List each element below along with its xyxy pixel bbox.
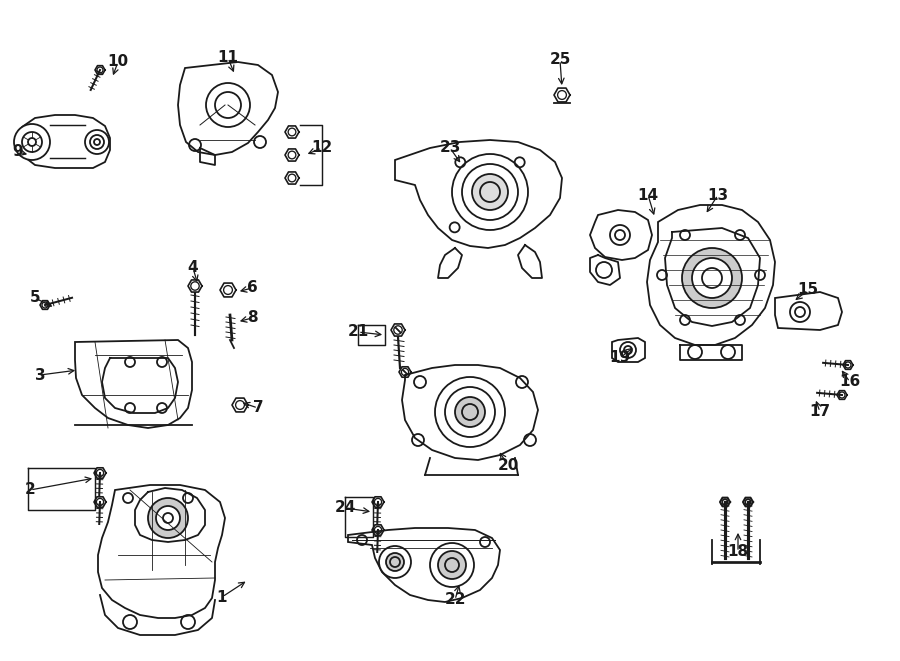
Polygon shape: [98, 485, 225, 618]
Circle shape: [438, 551, 466, 579]
Text: 22: 22: [445, 592, 466, 607]
Polygon shape: [348, 528, 500, 602]
Circle shape: [379, 546, 411, 578]
Circle shape: [430, 543, 474, 587]
Polygon shape: [775, 292, 842, 330]
Circle shape: [435, 377, 505, 447]
Text: 1: 1: [217, 590, 227, 605]
Text: 20: 20: [498, 457, 518, 473]
Polygon shape: [178, 62, 278, 155]
Text: 16: 16: [840, 375, 860, 389]
Text: 8: 8: [247, 311, 257, 325]
Circle shape: [455, 397, 485, 427]
Text: 13: 13: [707, 188, 729, 202]
Text: 4: 4: [188, 260, 198, 276]
Text: 3: 3: [35, 368, 45, 383]
Text: 18: 18: [727, 545, 749, 559]
Polygon shape: [75, 340, 192, 428]
Text: 25: 25: [549, 52, 571, 67]
Text: 11: 11: [218, 50, 238, 65]
Circle shape: [386, 553, 404, 571]
Circle shape: [148, 498, 188, 538]
Polygon shape: [395, 140, 562, 248]
Text: 10: 10: [107, 54, 129, 69]
Circle shape: [692, 258, 732, 298]
Text: 7: 7: [253, 401, 264, 416]
Polygon shape: [647, 205, 775, 345]
Text: 15: 15: [797, 282, 819, 297]
Text: 19: 19: [609, 350, 631, 366]
Text: 5: 5: [30, 290, 40, 305]
Circle shape: [85, 130, 109, 154]
Circle shape: [14, 124, 50, 160]
Polygon shape: [612, 338, 645, 362]
Circle shape: [472, 174, 508, 210]
Circle shape: [682, 248, 742, 308]
Circle shape: [206, 83, 250, 127]
Text: 23: 23: [439, 141, 461, 155]
Polygon shape: [590, 210, 652, 260]
Text: 17: 17: [809, 405, 831, 420]
Text: 24: 24: [334, 500, 356, 516]
Polygon shape: [402, 365, 538, 460]
Circle shape: [156, 506, 180, 530]
Text: 6: 6: [247, 280, 257, 295]
Text: 14: 14: [637, 188, 659, 202]
Text: 21: 21: [347, 325, 369, 340]
Text: 9: 9: [13, 145, 23, 159]
Text: 2: 2: [24, 483, 35, 498]
Circle shape: [452, 154, 528, 230]
Text: 12: 12: [311, 141, 333, 155]
Polygon shape: [18, 115, 110, 168]
